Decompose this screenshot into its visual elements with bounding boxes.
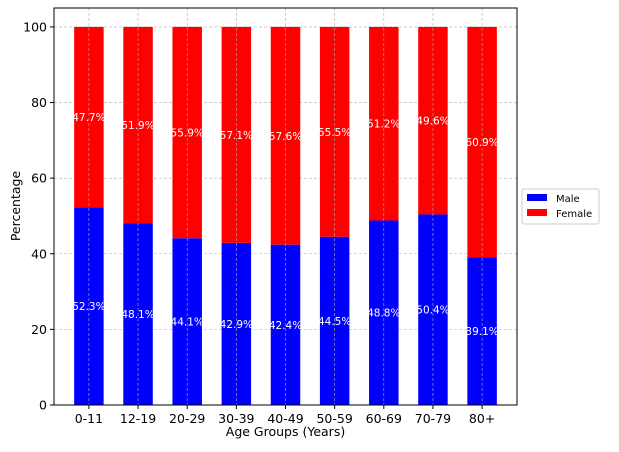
y-tick-label: 40 xyxy=(31,246,47,261)
x-axis-label: Age Groups (Years) xyxy=(226,424,345,439)
data-labels: 52.3%47.7%48.1%51.9%44.1%55.9%42.9%57.1%… xyxy=(72,8,499,405)
y-axis: 0 20 40 60 80 100 xyxy=(23,19,54,413)
y-tick-label: 20 xyxy=(31,322,47,337)
data-label-female-40-49: 57.6% xyxy=(269,131,302,143)
x-axis: 0-11 12-19 20-29 30-39 40-49 50-59 60-69 70-79 8… xyxy=(75,405,495,426)
x-tick-label: 50-59 xyxy=(316,411,352,426)
x-tick-label: 0-11 xyxy=(75,411,103,426)
data-label-female-70-79: 49.6% xyxy=(416,116,449,128)
legend-label-male: Male xyxy=(556,194,580,205)
y-axis-label: Percentage xyxy=(8,171,23,242)
data-label-male-50-59: 44.5% xyxy=(318,316,351,328)
x-tick-label: 20-29 xyxy=(169,411,205,426)
data-label-male-0-11: 52.3% xyxy=(72,301,105,313)
data-label-female-12-19: 51.9% xyxy=(121,120,154,132)
bar-female-0-11 xyxy=(74,26,104,208)
x-tick-label: 30-39 xyxy=(218,411,254,426)
y-tick-label: 80 xyxy=(31,95,47,110)
y-tick-label: 0 xyxy=(39,398,47,413)
legend: Male Female xyxy=(521,188,600,225)
data-label-female-50-59: 55.5% xyxy=(318,127,351,139)
bar-female-50-59 xyxy=(319,26,350,237)
x-tick-label: 12-19 xyxy=(120,411,156,426)
data-label-male-20-29: 44.1% xyxy=(171,317,204,329)
x-tick-label: 80+ xyxy=(469,411,495,426)
legend-swatch-female xyxy=(527,209,547,216)
y-tick-label: 60 xyxy=(31,171,47,186)
data-label-male-80+: 39.1% xyxy=(465,326,498,338)
x-tick-label: 70-79 xyxy=(415,411,451,426)
legend-swatch-male xyxy=(527,194,547,201)
legend-label-female: Female xyxy=(556,209,592,220)
y-tick-label: 100 xyxy=(23,19,47,34)
bar-male-20-29 xyxy=(172,238,202,405)
x-tick-label: 60-69 xyxy=(366,411,402,426)
x-tick-label: 40-49 xyxy=(267,411,303,426)
